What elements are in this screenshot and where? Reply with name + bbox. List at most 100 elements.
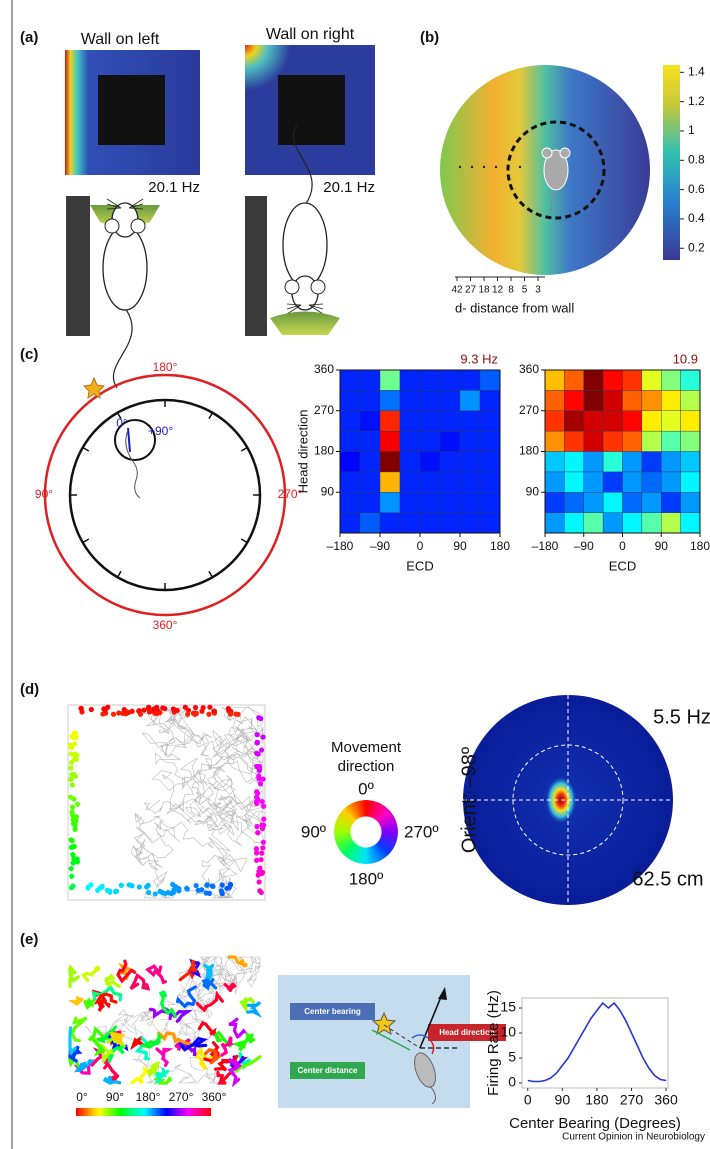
heatmap-cell: [380, 370, 400, 390]
spike: [204, 883, 209, 888]
panel-label: (a): [20, 29, 38, 46]
peak-rate: 5.5 Hz: [653, 706, 710, 728]
spike: [261, 840, 266, 845]
heatmap-cell: [480, 431, 500, 451]
y-tick-label: 15: [500, 999, 516, 1015]
spike: [196, 888, 201, 893]
heatmap-cell: [440, 370, 460, 390]
distance-tick-label: 27: [465, 285, 477, 296]
wheel-title: direction: [338, 758, 395, 775]
heatmap-cell: [681, 492, 700, 512]
central-block: [98, 75, 165, 145]
heatmap-cell: [400, 472, 420, 492]
spike: [146, 890, 151, 895]
spike: [169, 891, 174, 896]
heatmap-cell: [360, 411, 380, 431]
landmark-star: [84, 378, 104, 398]
heatmap-cell: [623, 411, 642, 431]
spike: [256, 773, 261, 778]
heatmap-cell: [584, 370, 603, 390]
spike: [254, 751, 259, 756]
colorbar-tick-label: 0.8: [688, 152, 705, 166]
heatmap-cell: [360, 431, 380, 451]
heatmap-cell: [440, 492, 460, 512]
map-title: Wall on right: [266, 26, 355, 43]
outer-ring: [45, 375, 285, 615]
heatmap-cell: [681, 452, 700, 472]
heatmap-cell: [564, 492, 583, 512]
spike: [72, 823, 77, 828]
heatmap-cell: [623, 370, 642, 390]
spike: [89, 707, 94, 712]
distance-tick-label: 12: [492, 285, 504, 296]
heatmap-cell: [564, 370, 583, 390]
rate-curve: [528, 1003, 666, 1082]
heatmap-cell: [360, 390, 380, 410]
heatmap-cell: [642, 370, 661, 390]
axis-dot: [471, 166, 473, 168]
spike: [129, 883, 134, 888]
spike: [259, 851, 264, 856]
spike: [70, 883, 75, 888]
heatmap-cell: [603, 370, 622, 390]
heatmap-cell: [380, 472, 400, 492]
heatmap-cell: [420, 513, 440, 533]
heatmap-cell: [642, 513, 661, 533]
spike: [254, 858, 259, 863]
spike: [160, 705, 165, 710]
x-tick-label: –180: [532, 539, 559, 553]
spike: [69, 866, 74, 871]
mouse-ear: [560, 148, 570, 158]
heatmap-cell: [460, 513, 480, 533]
spike: [71, 860, 76, 865]
spike: [254, 824, 259, 829]
angle-label: 90°: [35, 487, 53, 501]
spike: [257, 766, 262, 771]
orientation-label: Orient: –98º: [458, 746, 480, 853]
heatmap-cell: [681, 411, 700, 431]
peak-rate: 10.9: [673, 351, 698, 366]
heatmap-cell: [564, 472, 583, 492]
heatmap-cell: [564, 431, 583, 451]
heatmap-cell: [681, 513, 700, 533]
heatmap-cell: [564, 452, 583, 472]
spike: [199, 709, 204, 714]
map-title: Wall on left: [81, 31, 160, 48]
heatmap-cell: [642, 452, 661, 472]
heatmap-cell: [545, 472, 564, 492]
spike: [147, 709, 152, 714]
spike: [69, 745, 74, 750]
spike: [107, 888, 112, 893]
heatmap-cell: [420, 390, 440, 410]
spike: [185, 887, 190, 892]
heatmap-cell: [460, 390, 480, 410]
heatmap-cell: [460, 472, 480, 492]
spike: [207, 705, 212, 710]
x-tick-label: 0: [524, 1092, 532, 1108]
heatmap-cell: [584, 452, 603, 472]
heatmap-cell: [623, 390, 642, 410]
mouse-ear: [105, 219, 119, 233]
heatmap-cell: [440, 513, 460, 533]
spike: [119, 883, 124, 888]
spike: [220, 891, 225, 896]
colorbar-label: 270°: [169, 1090, 194, 1104]
spike: [193, 705, 198, 710]
footer: Current Opinion in Neurobiology: [562, 1132, 705, 1143]
y-tick-label: 270: [519, 403, 539, 417]
ring-tick: [209, 413, 213, 419]
heatmap-cell: [480, 411, 500, 431]
spike: [257, 879, 262, 884]
heatmap-cell: [380, 390, 400, 410]
central-block: [278, 75, 345, 145]
spike: [75, 802, 80, 807]
spike: [261, 804, 266, 809]
x-tick-label: –90: [574, 539, 594, 553]
ring-tick: [241, 539, 247, 543]
spike: [70, 852, 75, 857]
mouse-ear: [131, 219, 145, 233]
colorbar-label: 90°: [106, 1090, 124, 1104]
x-tick-label: 270: [620, 1092, 644, 1108]
spike: [176, 888, 181, 893]
spike: [171, 706, 176, 711]
